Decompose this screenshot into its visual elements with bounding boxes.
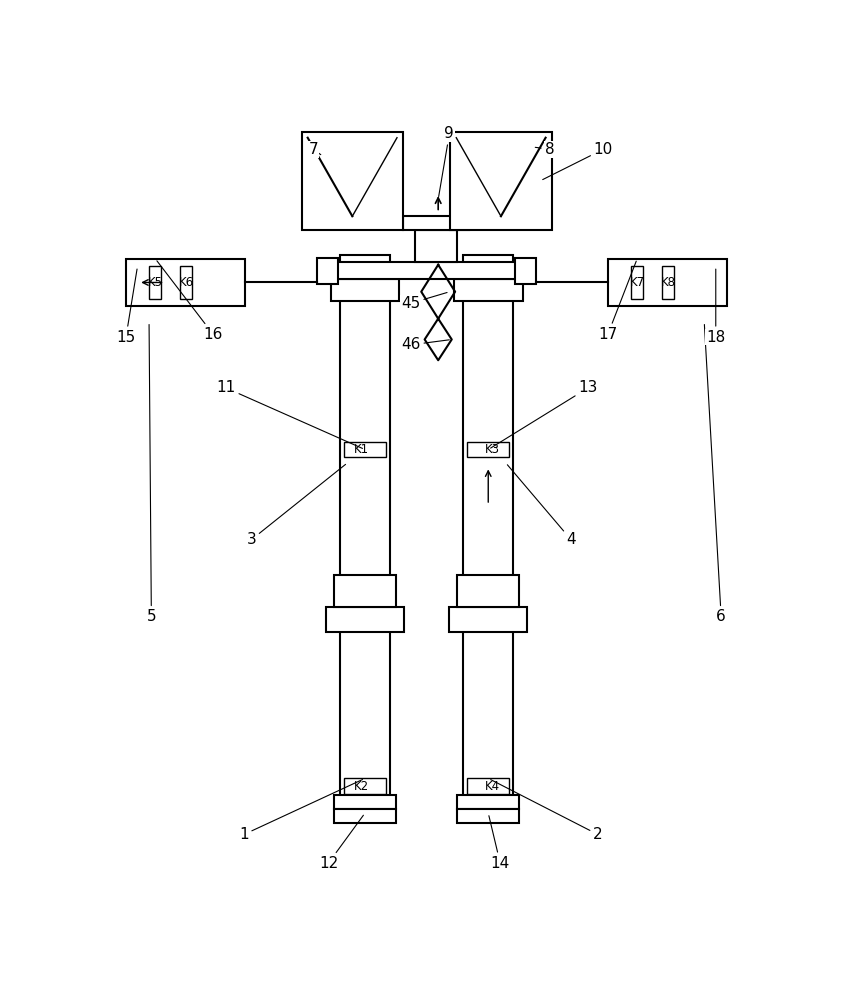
Bar	[180, 266, 192, 299]
Bar	[631, 266, 644, 299]
Text: K1: K1	[354, 443, 369, 456]
Bar	[317, 258, 339, 284]
Text: 7: 7	[309, 142, 321, 157]
Text: 11: 11	[216, 380, 363, 448]
Bar	[662, 266, 675, 299]
Bar	[344, 778, 386, 794]
Bar	[450, 132, 551, 230]
Text: K2: K2	[354, 780, 369, 793]
Text: K7: K7	[629, 276, 645, 289]
Text: 46: 46	[401, 337, 449, 352]
Text: 16: 16	[157, 261, 222, 342]
Text: K8: K8	[661, 276, 675, 289]
Bar	[126, 259, 245, 306]
Text: K4: K4	[485, 780, 499, 793]
Text: 13: 13	[491, 380, 598, 448]
Bar	[404, 216, 469, 230]
Bar	[344, 442, 386, 457]
Text: 12: 12	[319, 815, 363, 871]
Bar	[463, 255, 513, 809]
Text: 9: 9	[439, 126, 454, 197]
Text: 4: 4	[507, 465, 575, 547]
Text: K3: K3	[485, 443, 499, 456]
Bar	[340, 255, 390, 809]
Bar	[331, 262, 522, 279]
Bar	[415, 230, 457, 262]
Text: 8: 8	[535, 142, 554, 157]
Bar	[326, 607, 404, 632]
Bar	[333, 809, 396, 823]
Bar	[457, 795, 520, 809]
Text: 45: 45	[401, 293, 447, 311]
Text: K5: K5	[148, 276, 162, 289]
Text: 2: 2	[491, 780, 603, 842]
Bar	[450, 607, 528, 632]
Bar	[331, 279, 399, 301]
Bar	[457, 575, 520, 607]
Text: 14: 14	[489, 816, 510, 871]
Bar	[149, 266, 162, 299]
Bar	[454, 279, 522, 301]
Bar	[457, 809, 520, 823]
Text: 15: 15	[116, 269, 137, 345]
Bar	[333, 575, 396, 607]
Text: 6: 6	[705, 325, 726, 624]
Bar	[333, 795, 396, 809]
Bar	[302, 132, 404, 230]
Text: 10: 10	[543, 142, 613, 180]
Text: 1: 1	[239, 780, 363, 842]
Bar	[515, 258, 536, 284]
Bar	[467, 442, 510, 457]
Text: 5: 5	[146, 325, 156, 624]
Text: 3: 3	[246, 464, 345, 547]
Text: 17: 17	[598, 261, 636, 342]
Bar	[608, 259, 728, 306]
Bar	[467, 778, 510, 794]
Text: K6: K6	[179, 276, 193, 289]
Text: 18: 18	[706, 269, 725, 345]
